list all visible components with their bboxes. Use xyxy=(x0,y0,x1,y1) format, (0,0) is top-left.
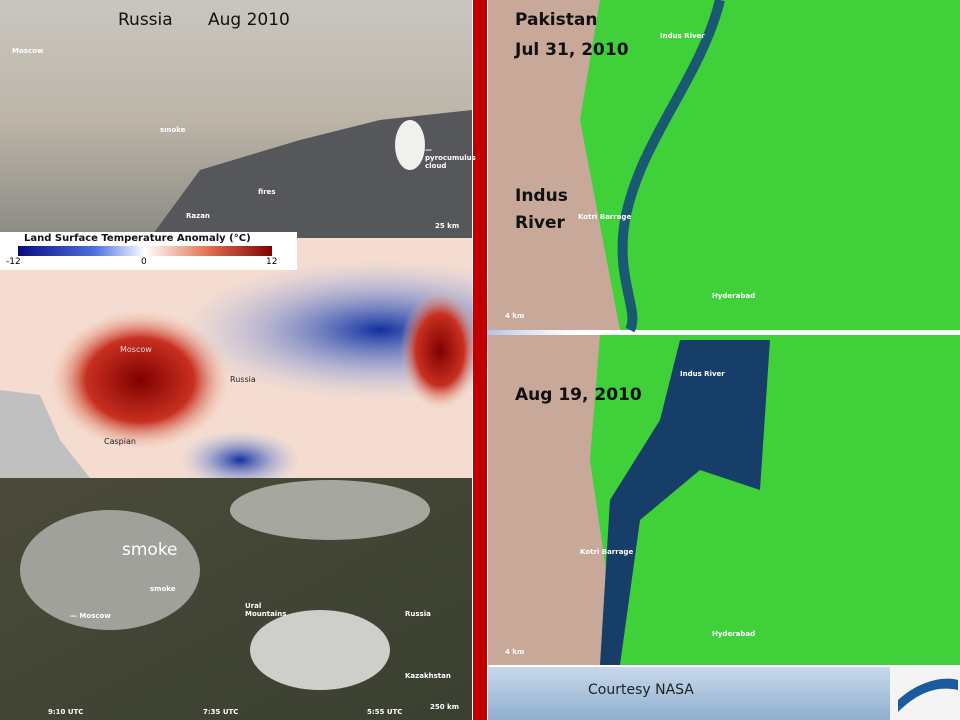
map-label: Hyderabad xyxy=(712,292,756,300)
region-title: Russia xyxy=(118,10,173,30)
legend-title: Land Surface Temperature Anomaly (°C) xyxy=(24,233,251,244)
map-label: Ural Mountains xyxy=(245,602,287,618)
scale-label: 250 km xyxy=(430,703,459,711)
map-label: — pyrocumulus cloud xyxy=(425,146,476,170)
credit: Courtesy NASA xyxy=(588,682,694,698)
map-label: — Moscow xyxy=(70,612,111,620)
date: Aug 2010 xyxy=(208,10,290,30)
map-label: smoke xyxy=(150,585,176,593)
time-label: 5:55 UTC xyxy=(367,708,403,716)
scale-label: 4 km xyxy=(505,312,525,320)
caption: Indus River xyxy=(515,186,568,233)
map-label: Indus River xyxy=(660,32,705,40)
date: Aug 19, 2010 xyxy=(515,385,642,405)
map-label: Moscow xyxy=(120,345,152,354)
scale-label: 25 km xyxy=(435,222,460,230)
region-title: Pakistan xyxy=(515,10,598,30)
map-label: Kotri Barrage xyxy=(580,548,634,556)
map-label: Moscow xyxy=(12,47,44,55)
legend-tick: 12 xyxy=(266,257,278,267)
map-label: Russia xyxy=(230,375,256,384)
map-label: Russia xyxy=(405,610,431,618)
map-label: smoke xyxy=(160,126,186,134)
map-label: Indus River xyxy=(680,370,725,378)
map-label: Razan xyxy=(186,212,210,220)
map-label: Caspian xyxy=(104,437,136,446)
legend-tick: 0 xyxy=(141,257,147,267)
map-label: Kazakhstan xyxy=(405,672,451,680)
legend-tick: -12 xyxy=(6,257,21,267)
time-label: 7:35 UTC xyxy=(203,708,239,716)
scale-label: 4 km xyxy=(505,648,525,656)
map-label: Hyderabad xyxy=(712,630,756,638)
time-label: 9:10 UTC xyxy=(48,708,84,716)
date: Jul 31, 2010 xyxy=(515,40,629,60)
map-label: fires xyxy=(258,188,276,196)
map-label: Kotri Barrage xyxy=(578,213,632,221)
caption: smoke xyxy=(122,540,178,560)
